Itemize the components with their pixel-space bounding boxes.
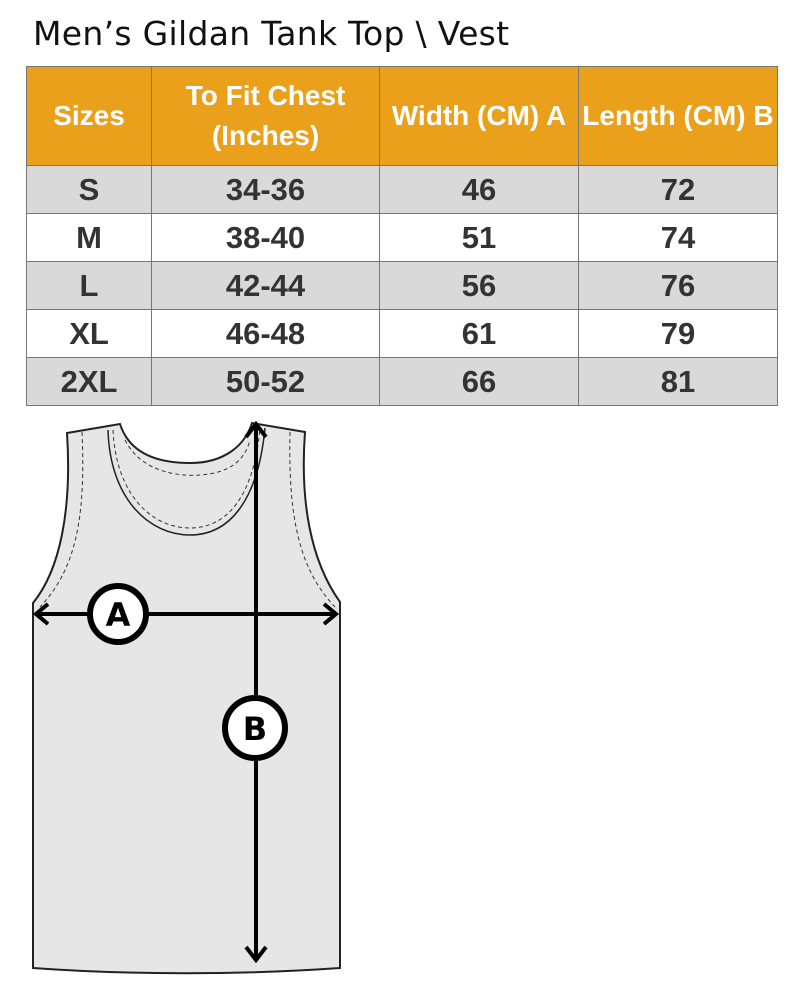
table-header-row: Sizes To Fit Chest (Inches) Width (CM) A… bbox=[25, 66, 779, 166]
label-a-circle bbox=[87, 583, 149, 645]
cell: S bbox=[25, 165, 153, 214]
cell: 66 bbox=[379, 357, 579, 406]
header-sizes: Sizes bbox=[25, 66, 153, 166]
page-title: Men’s Gildan Tank Top \ Vest bbox=[33, 14, 510, 53]
cell: 61 bbox=[379, 309, 579, 358]
cell: 50-52 bbox=[151, 357, 381, 406]
cell: 46-48 bbox=[151, 309, 381, 358]
cell: M bbox=[25, 213, 153, 262]
cell: 46 bbox=[379, 165, 579, 214]
cell: 76 bbox=[577, 261, 779, 310]
size-table: Sizes To Fit Chest (Inches) Width (CM) A… bbox=[25, 66, 779, 406]
table-row: M 38-40 51 74 bbox=[25, 213, 779, 262]
cell: 51 bbox=[379, 213, 579, 262]
tank-top-outline bbox=[32, 421, 341, 975]
neck-stitch bbox=[112, 427, 261, 529]
cell: 74 bbox=[577, 213, 779, 262]
cell: XL bbox=[25, 309, 153, 358]
cell: 56 bbox=[379, 261, 579, 310]
label-a: A bbox=[106, 596, 131, 634]
header-chest: To Fit Chest (Inches) bbox=[151, 66, 381, 166]
label-b-circle bbox=[222, 695, 288, 761]
header-length: Length (CM) B bbox=[577, 66, 779, 166]
cell: 38-40 bbox=[151, 213, 381, 262]
cell: 81 bbox=[577, 357, 779, 406]
table-row: L 42-44 56 76 bbox=[25, 261, 779, 310]
width-arrowheads bbox=[32, 602, 340, 626]
neckline bbox=[107, 427, 266, 536]
header-width: Width (CM) A bbox=[379, 66, 579, 166]
table-row: 2XL 50-52 66 81 bbox=[25, 357, 779, 406]
cell: 79 bbox=[577, 309, 779, 358]
armhole-stitch bbox=[39, 431, 336, 608]
length-arrowheads bbox=[244, 420, 268, 964]
table-row: XL 46-48 61 79 bbox=[25, 309, 779, 358]
cell: 72 bbox=[577, 165, 779, 214]
label-b: B bbox=[243, 710, 267, 748]
cell: 42-44 bbox=[151, 261, 381, 310]
